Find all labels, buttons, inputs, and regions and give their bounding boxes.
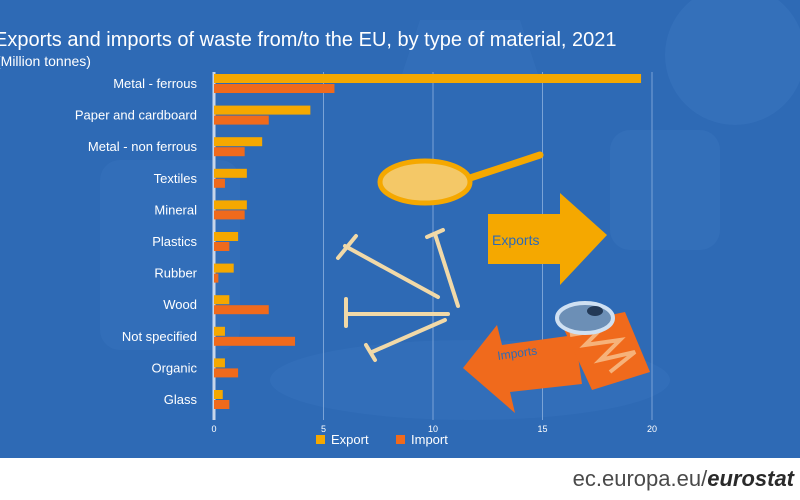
category-label: Not specified: [122, 329, 197, 344]
nails-icon: [336, 228, 460, 362]
x-tick-label: 15: [537, 424, 547, 434]
exports-arrow-label: Exports: [492, 232, 539, 248]
bar-chart: Metal - ferrous Paper and cardboard Metal …: [75, 72, 657, 447]
chart-panel: Metal - ferrous Paper and cardboard Metal …: [0, 0, 800, 458]
category-label: Plastics: [152, 234, 197, 249]
bar-export: [214, 358, 225, 368]
imports-arrow-icon: Imports: [463, 325, 582, 413]
footer-attribution: ec.europa.eu/eurostat: [573, 466, 794, 492]
exports-arrow-icon: Exports: [488, 193, 607, 285]
category-label: Textiles: [154, 171, 198, 186]
category-label: Rubber: [154, 266, 197, 281]
x-tick-label: 20: [647, 424, 657, 434]
legend-label: Import: [411, 432, 448, 447]
bar-import: [214, 305, 269, 315]
footer-site: ec.europa.eu/: [572, 466, 708, 491]
chart-subtitle: (Million tonnes): [0, 53, 91, 69]
tick-labels: 0 5 10 15 20: [211, 424, 657, 434]
x-tick-label: 10: [428, 424, 438, 434]
footer-brand: eurostat: [707, 466, 794, 491]
legend-label: Export: [331, 432, 369, 447]
bar-import: [214, 147, 245, 157]
bar-export: [214, 326, 225, 336]
magnifier-icon: [377, 151, 544, 206]
category-label: Metal - ferrous: [113, 76, 197, 91]
legend-swatch: [396, 435, 405, 444]
bar-export: [214, 200, 247, 210]
bg-box-icon: [610, 130, 720, 250]
bar-export: [214, 137, 263, 147]
bar-import: [214, 368, 239, 378]
bar-import: [214, 336, 296, 346]
bar-export: [214, 74, 642, 83]
x-tick-label: 0: [211, 424, 216, 434]
bar-import: [214, 115, 269, 125]
bar-import: [214, 242, 230, 251]
bg-shelf-icon: [400, 20, 540, 80]
category-label: Organic: [151, 360, 197, 375]
category-label: Mineral: [154, 202, 197, 217]
bar-export: [214, 232, 239, 241]
background-decoration: [0, 0, 800, 458]
bar-export: [214, 295, 230, 305]
bars: [214, 74, 642, 409]
x-tick-label: 5: [321, 424, 326, 434]
tin-can-icon: [555, 301, 650, 390]
category-label: Wood: [163, 297, 197, 312]
category-label: Glass: [164, 392, 198, 407]
chart-title: Exports and imports of waste from/to the…: [0, 29, 617, 51]
bar-import: [214, 273, 219, 283]
bar-export: [214, 168, 247, 178]
category-labels: Metal - ferrous Paper and cardboard Metal …: [75, 76, 198, 407]
category-label: Metal - non ferrous: [88, 139, 198, 154]
bar-import: [214, 400, 230, 409]
bar-export: [214, 263, 234, 273]
legend-swatch: [316, 435, 325, 444]
bar-import: [214, 178, 225, 188]
bar-import: [214, 84, 335, 93]
bg-bin-icon: [100, 160, 240, 350]
category-label: Paper and cardboard: [75, 108, 197, 123]
bg-robot-head-icon: [665, 0, 800, 125]
bar-export: [214, 105, 311, 115]
legend: Export Import: [316, 432, 448, 447]
bar-export: [214, 390, 223, 399]
imports-arrow-label: Imports: [496, 344, 538, 363]
bar-import: [214, 210, 245, 220]
